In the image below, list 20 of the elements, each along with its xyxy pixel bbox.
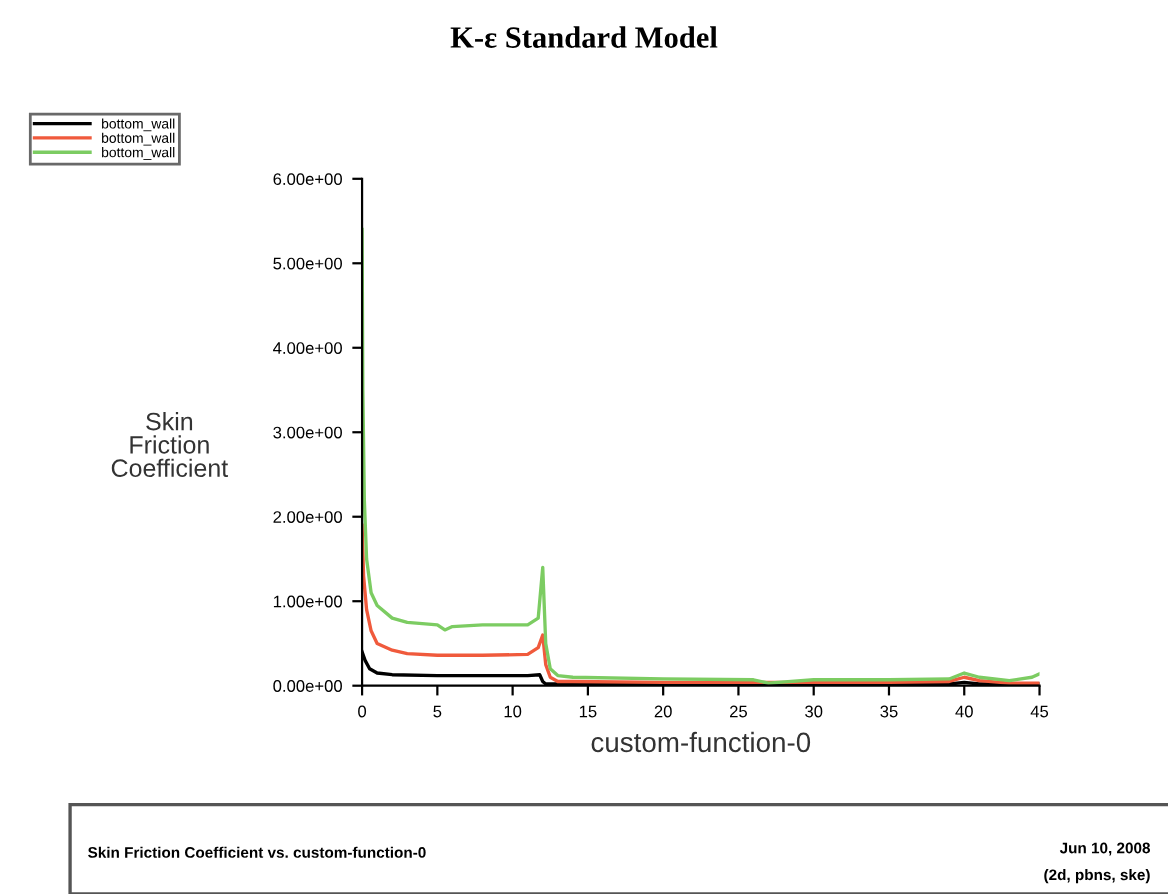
y-tick-label: 6.00e+00	[273, 173, 342, 185]
x-tick-label: 0	[358, 705, 367, 718]
x-tick-label: 45	[1030, 705, 1049, 718]
x-tick-label: 10	[504, 705, 522, 718]
x-tick-label: 15	[579, 705, 597, 718]
y-tick-label: 1.00e+00	[273, 595, 342, 608]
y-tick-label: 0.00e+00	[273, 680, 342, 692]
y-tick-label: 3.00e+00	[273, 426, 342, 439]
y-tick-label: 2.00e+00	[273, 511, 342, 523]
y-tick-label: 5.00e+00	[273, 257, 342, 270]
x-tick-label: 5	[433, 705, 442, 718]
x-tick-label: 25	[730, 705, 748, 718]
x-tick-label: 35	[880, 705, 898, 718]
x-axis-title: custom-function-0	[591, 731, 811, 753]
x-tick-label: 30	[805, 705, 823, 718]
chart-title: K-ε Standard Model	[450, 26, 718, 48]
y-tick-label: 4.00e+00	[273, 342, 342, 354]
x-tick-label: 20	[654, 705, 672, 718]
x-tick-label: 40	[955, 705, 973, 718]
y-axis-title: Skin Friction Coefficient	[111, 412, 229, 478]
